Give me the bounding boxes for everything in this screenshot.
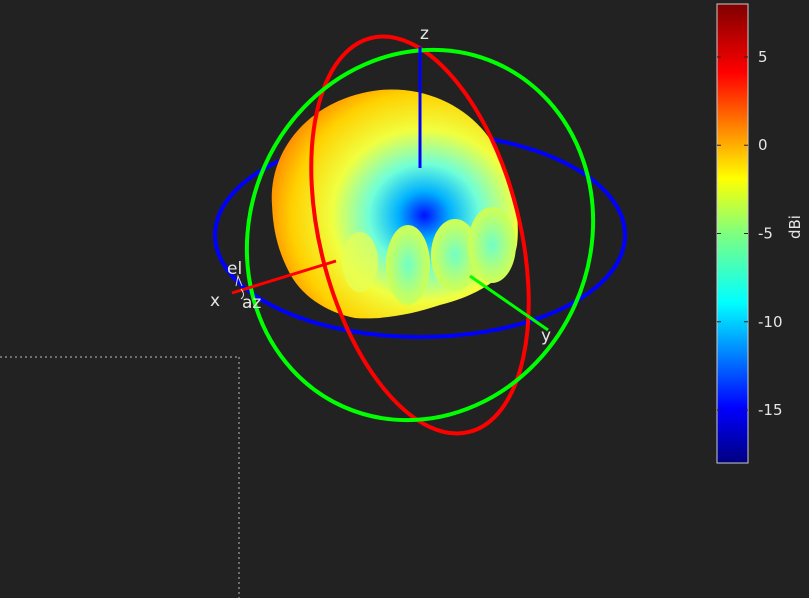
colorbar-ticks: 5 0 -5 -10 -15 [717,48,783,419]
great-circles-front [244,34,596,436]
colorbar-unit-label: dBi [786,215,804,239]
yz-plane-circle [244,47,596,423]
z-axis-label: z [420,24,429,44]
xz-plane-circle [309,34,531,436]
colorbar-gradient [716,3,749,464]
coordinate-axes: z x y [210,24,551,346]
x-axis [231,259,337,295]
side-lobe [386,225,430,305]
colorbar-tick-label: -5 [758,225,773,243]
elevation-label: el [227,259,242,279]
colorbar-tick-label: -15 [758,401,783,419]
azimuth-arc [240,288,244,300]
side-lobe [342,232,378,292]
colorbar-tick-label: -10 [758,313,783,331]
colorbar-tick-label: 5 [758,48,768,66]
side-lobe [468,207,516,283]
plot-frame [0,356,240,598]
colorbar-tick-label: 0 [758,136,768,154]
y-axis [469,274,549,332]
angle-annotations: el az [227,259,261,313]
elevation-arc [235,274,243,287]
y-axis-label: y [541,326,551,346]
colorbar: 5 0 -5 -10 -15 dBi [716,3,804,464]
x-axis-label: x [210,291,220,311]
side-lobe [431,219,479,291]
azimuth-label: az [242,293,261,313]
